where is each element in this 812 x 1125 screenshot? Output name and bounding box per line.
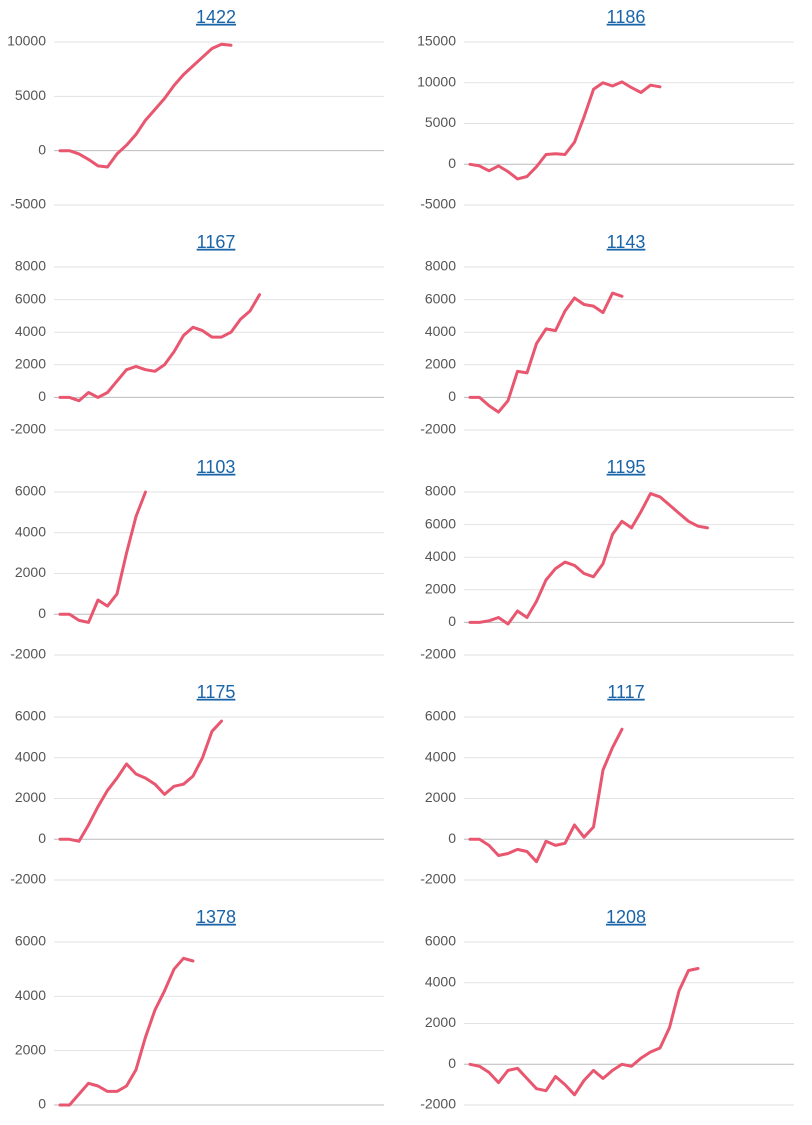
y-tick-label: 4000 (15, 523, 46, 539)
data-line (58, 293, 261, 403)
y-tick-label: -2000 (420, 871, 456, 887)
chart-title[interactable]: 1378 (196, 907, 236, 927)
y-tick-label: 6000 (15, 290, 46, 306)
y-tick-label: 2000 (425, 1014, 456, 1030)
y-tick-label: 5000 (425, 114, 456, 130)
y-tick-label: 8000 (425, 258, 456, 274)
chart-title[interactable]: 1195 (607, 457, 646, 477)
data-line (58, 490, 147, 624)
y-tick-label: 0 (448, 388, 456, 404)
y-tick-label: -2000 (10, 646, 46, 662)
y-tick-label: 6000 (425, 515, 456, 531)
data-line (468, 291, 624, 414)
chart-title[interactable]: 1186 (607, 7, 646, 27)
y-tick-label: 2000 (425, 581, 456, 597)
y-tick-label: 6000 (15, 933, 46, 949)
chart-title[interactable]: 1117 (607, 682, 644, 702)
y-tick-label: 0 (38, 1096, 46, 1112)
y-tick-label: 4000 (425, 323, 456, 339)
y-tick-label: 2000 (425, 789, 456, 805)
data-line (468, 492, 709, 626)
y-tick-label: 2000 (15, 564, 46, 580)
y-tick-label: -2000 (10, 871, 46, 887)
y-tick-label: 8000 (15, 258, 46, 274)
y-tick-label: 15000 (417, 33, 456, 49)
y-tick-label: 4000 (425, 973, 456, 989)
chart-title[interactable]: 1208 (606, 907, 646, 927)
y-tick-label: 6000 (15, 708, 46, 724)
y-tick-label: 6000 (15, 483, 46, 499)
data-line (468, 967, 700, 1097)
y-tick-label: 8000 (425, 483, 456, 499)
data-line (468, 727, 624, 864)
y-tick-label: 4000 (15, 323, 46, 339)
y-tick-label: -2000 (420, 1096, 456, 1112)
chart-title[interactable]: 1167 (197, 232, 236, 252)
y-tick-label: 0 (38, 605, 46, 621)
y-tick-label: 0 (38, 388, 46, 404)
y-tick-label: 6000 (425, 933, 456, 949)
y-tick-label: -5000 (420, 196, 456, 212)
y-tick-label: -2000 (420, 646, 456, 662)
y-tick-label: 4000 (15, 748, 46, 764)
y-tick-label: 4000 (425, 548, 456, 564)
data-line (58, 956, 195, 1107)
y-tick-label: 0 (448, 155, 456, 171)
y-tick-label: 10000 (417, 73, 456, 89)
chart-title[interactable]: 1175 (197, 682, 236, 702)
data-line (58, 42, 233, 169)
y-tick-label: -5000 (10, 196, 46, 212)
data-line (58, 719, 223, 843)
chart-title[interactable]: 1422 (196, 7, 236, 27)
y-tick-label: 0 (448, 830, 456, 846)
y-tick-label: 0 (38, 830, 46, 846)
y-tick-label: 2000 (15, 789, 46, 805)
y-tick-label: -2000 (10, 421, 46, 437)
y-tick-label: 0 (38, 141, 46, 157)
y-tick-label: 2000 (15, 1041, 46, 1057)
y-tick-label: 5000 (15, 87, 46, 103)
y-tick-label: 0 (448, 613, 456, 629)
chart-title[interactable]: 1103 (197, 457, 236, 477)
y-tick-label: -2000 (420, 421, 456, 437)
y-tick-label: 6000 (425, 708, 456, 724)
chart-title[interactable]: 1143 (607, 232, 646, 252)
y-tick-label: 4000 (425, 748, 456, 764)
y-tick-label: 2000 (15, 356, 46, 372)
y-tick-label: 4000 (15, 987, 46, 1003)
y-tick-label: 10000 (7, 33, 46, 49)
y-tick-label: 2000 (425, 356, 456, 372)
data-line (468, 80, 662, 181)
y-tick-label: 0 (448, 1055, 456, 1071)
y-tick-label: 6000 (425, 290, 456, 306)
